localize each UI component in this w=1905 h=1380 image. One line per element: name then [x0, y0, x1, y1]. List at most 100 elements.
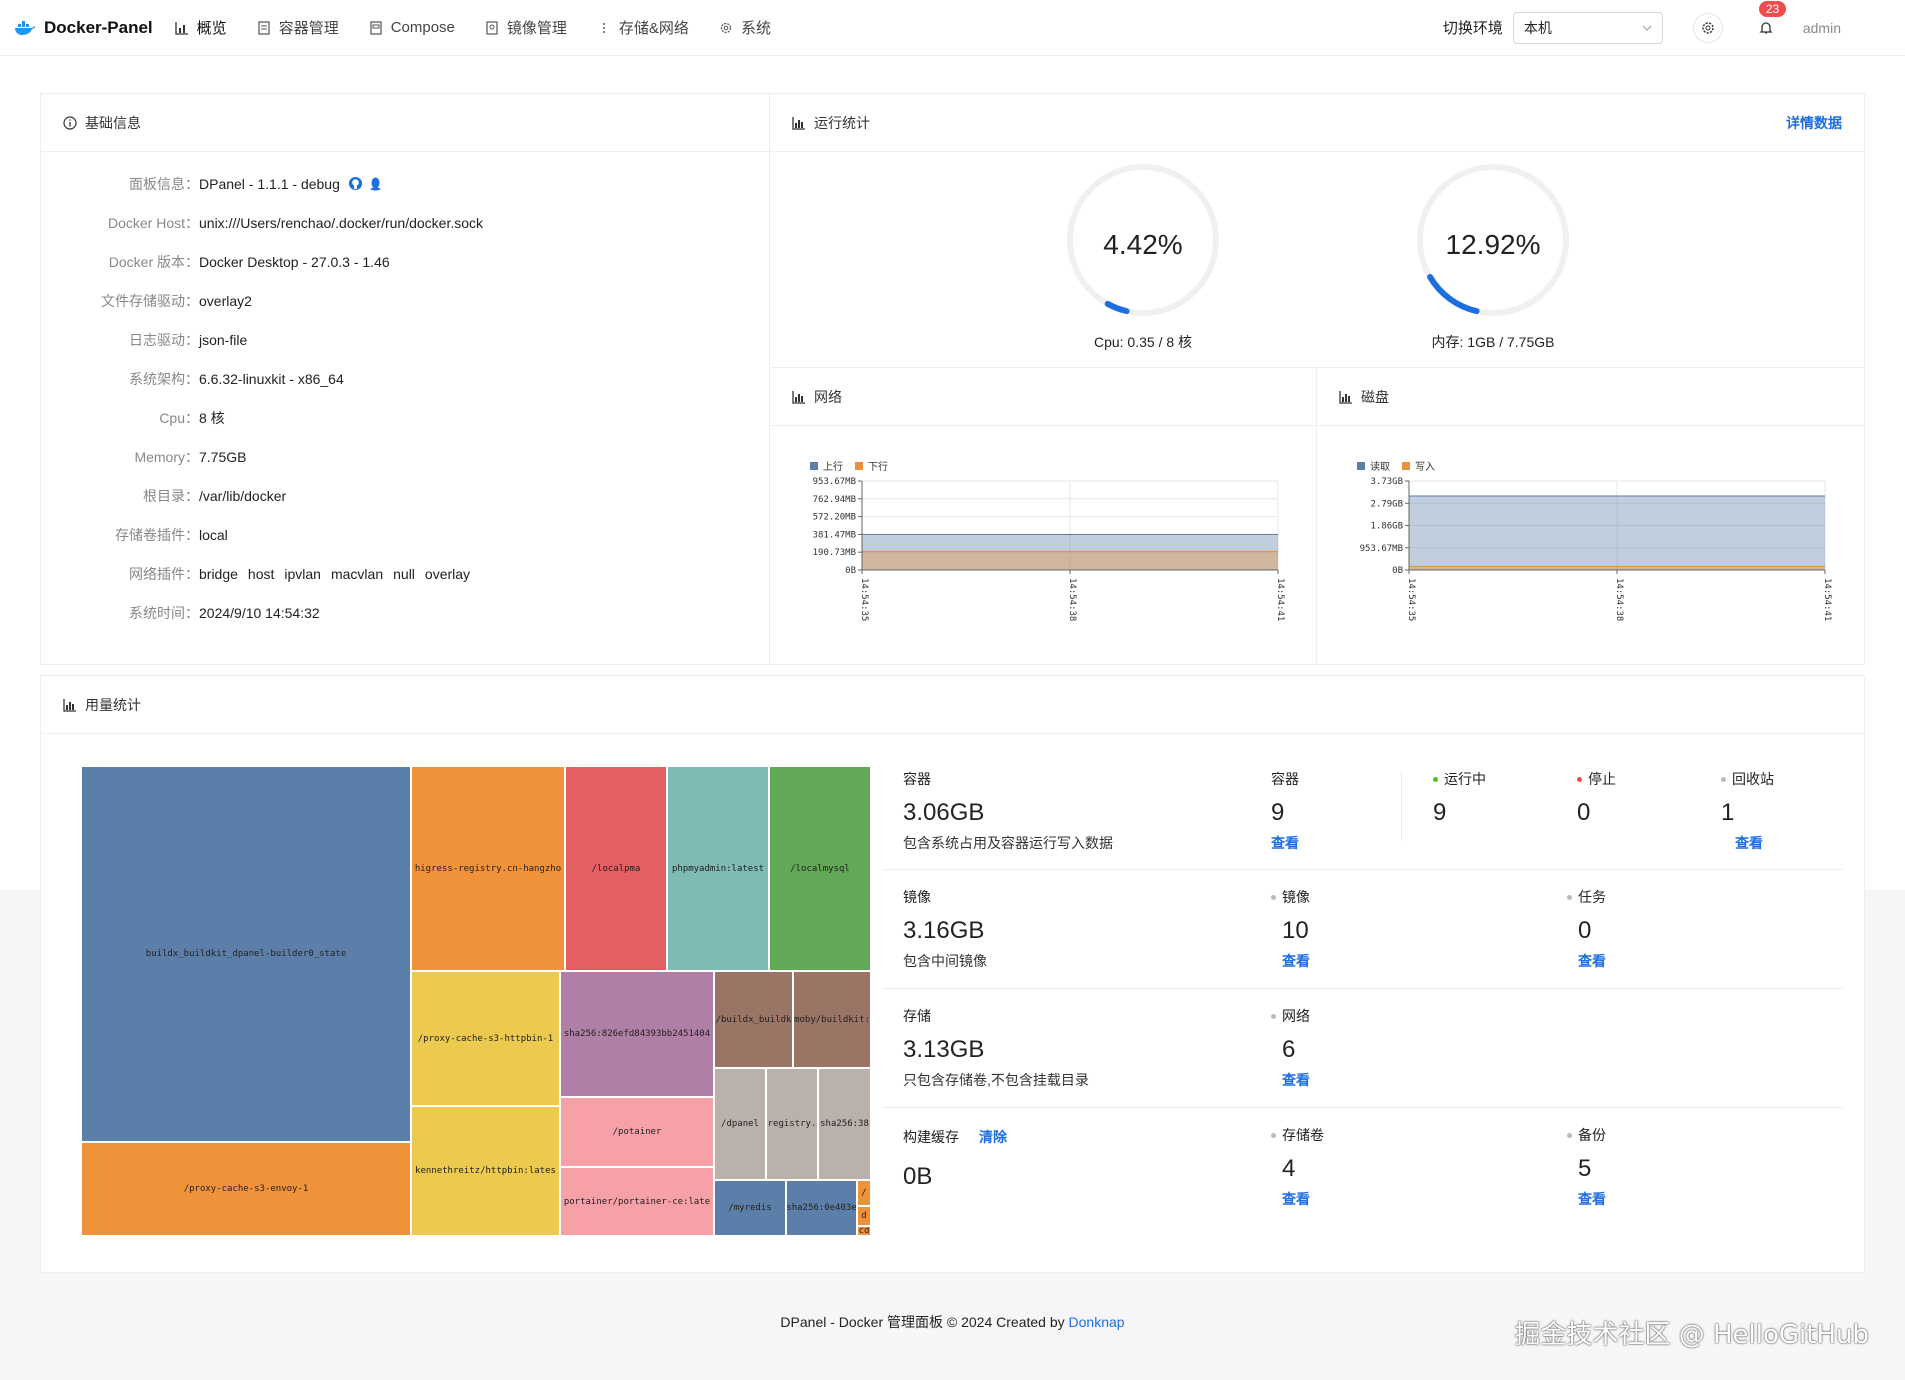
- network-title: 网络: [814, 388, 842, 405]
- stat-size: 3.13GB: [903, 1036, 985, 1063]
- user-name[interactable]: admin: [1802, 19, 1841, 36]
- info-row-memory: Memory： 7.75GB: [41, 437, 769, 476]
- stat-title-text: 存储卷: [1282, 1127, 1324, 1143]
- view-tasks-link[interactable]: 查看: [1578, 953, 1606, 969]
- cpu-gauge-value: 4.42%: [1103, 229, 1183, 260]
- treemap-cell[interactable]: portainer/portainer-ce:late: [560, 1167, 714, 1236]
- nav-system[interactable]: 系统: [719, 17, 771, 38]
- treemap-cell[interactable]: higress-registry.cn-hangzho: [411, 766, 565, 971]
- info-key: 根目录：: [143, 487, 199, 504]
- view-images-link[interactable]: 查看: [1282, 953, 1310, 969]
- info-row-log-driver: 日志驱动： json-file: [41, 320, 769, 359]
- footer: DPanel - Docker 管理面板 © 2024 Created by D…: [0, 1312, 1905, 1332]
- stat-title: 容器: [1271, 771, 1299, 787]
- nav-images[interactable]: 镜像管理: [485, 17, 567, 38]
- network-chart: 953.67MB 762.94MB 572.20MB 381.47MB 190.73MB…: [813, 477, 1285, 621]
- info-key: Memory：: [134, 448, 199, 465]
- treemap-cell[interactable]: phpmyadmin:latest: [667, 766, 769, 971]
- legend-label: 上行: [823, 462, 843, 473]
- clear-build-cache-button[interactable]: 清除: [979, 1129, 1007, 1145]
- stat-title: 容器: [903, 771, 931, 787]
- treemap-cell[interactable]: registry.: [766, 1068, 818, 1180]
- stat-divider: [1401, 771, 1402, 841]
- stat-title: 存储: [903, 1008, 931, 1024]
- chart-icon: [792, 390, 805, 404]
- chart-icon: [1339, 390, 1352, 404]
- legend-swatch-read: [1357, 461, 1365, 470]
- treemap-cell[interactable]: /potainer: [560, 1097, 714, 1167]
- treemap-cell[interactable]: sha256:0e403e: [786, 1180, 857, 1236]
- view-volumes-link[interactable]: 查看: [1282, 1191, 1310, 1207]
- treemap-cell[interactable]: kennethreitz/httpbin:lates: [411, 1106, 560, 1236]
- nav-label: Compose: [390, 19, 455, 36]
- treemap-cell[interactable]: /myredis: [714, 1180, 786, 1236]
- env-select[interactable]: 本机: [1512, 11, 1663, 44]
- treemap-cell[interactable]: sha256:38: [818, 1068, 871, 1180]
- stat-running: 运行中 9: [1433, 769, 1486, 827]
- nav-compose[interactable]: Compose: [369, 17, 455, 38]
- view-recycle-link[interactable]: 查看: [1735, 835, 1763, 851]
- runtime-stats-header: 运行统计 详情数据: [770, 94, 1864, 152]
- github-icon[interactable]: [348, 176, 363, 191]
- bell-icon: [1759, 21, 1773, 33]
- treemap-cell[interactable]: d: [857, 1206, 871, 1226]
- disk-title: 磁盘: [1361, 388, 1389, 405]
- network-plugin-tag: bridge: [199, 565, 238, 582]
- stat-storage-size: 存储 3.13GB 只包含存储卷,不包含挂载目录: [903, 1006, 1089, 1090]
- info-key: 文件存储驱动：: [101, 292, 199, 309]
- info-key: 面板信息：: [129, 175, 199, 192]
- legend-swatch-up: [810, 461, 818, 470]
- settings-button[interactable]: [1692, 12, 1723, 43]
- view-backups-link[interactable]: 查看: [1578, 1191, 1606, 1207]
- gauges-svg: [1067, 164, 1569, 316]
- stat-title: 镜像: [903, 889, 931, 905]
- cpu-gauge-label: Cpu: 0.35 / 8 核: [1093, 334, 1193, 350]
- network-plugin-tag: macvlan: [330, 565, 384, 582]
- view-containers-link[interactable]: 查看: [1271, 835, 1299, 851]
- info-key: 存储卷插件：: [115, 526, 199, 543]
- memory-gauge-arc: [1427, 274, 1480, 315]
- container-icon: [258, 20, 270, 35]
- notification-button[interactable]: 23: [1751, 0, 1787, 43]
- stat-recycle-bin: 回收站 1 查看: [1721, 769, 1774, 853]
- x-tick-label: 14:54:41: [1822, 578, 1832, 621]
- treemap-cell[interactable]: /: [857, 1180, 871, 1206]
- treemap-cell[interactable]: /dpanel: [714, 1068, 766, 1180]
- nav-overview[interactable]: 概览: [175, 17, 227, 38]
- status-dot: [1567, 1132, 1572, 1138]
- treemap-cell[interactable]: sha256:826efd84393bb2451404: [560, 971, 714, 1097]
- nav-containers[interactable]: 容器管理: [257, 17, 339, 38]
- header-right: 切换环境 本机 23 admin: [1443, 0, 1905, 44]
- app-logo[interactable]: Docker-Panel: [14, 18, 153, 38]
- treemap-cell[interactable]: /localmysql: [769, 766, 871, 971]
- nav-storage-network[interactable]: 存储&网络: [597, 17, 689, 38]
- treemap-cell[interactable]: /buildx_buildk: [714, 971, 793, 1068]
- treemap-cell[interactable]: /proxy-cache-s3-envoy-1: [81, 1142, 411, 1236]
- info-value: 6.6.32-linuxkit - x86_64: [199, 370, 344, 387]
- memory-gauge-value: 12.92%: [1445, 229, 1541, 260]
- treemap-cell[interactable]: buildx_buildkit_dpanel-builder0_state: [81, 766, 411, 1142]
- view-networks-link[interactable]: 查看: [1282, 1072, 1310, 1088]
- runtime-stats-title: 运行统计: [814, 114, 870, 131]
- status-dot: [1271, 894, 1276, 900]
- footer-author-link[interactable]: Donknap: [1068, 1314, 1125, 1330]
- legend-label: 读取: [1370, 462, 1390, 473]
- qq-icon[interactable]: [369, 176, 382, 191]
- detail-data-link[interactable]: 详情数据: [1786, 114, 1842, 131]
- top-navbar: Docker-Panel 概览 容器管理 Compose 镜像管理 存储&网络 …: [0, 0, 1905, 56]
- y-tick-label: 762.94MB: [813, 495, 856, 505]
- stat-desc: 包含中间镜像: [903, 953, 987, 969]
- treemap-cell[interactable]: cd: [857, 1226, 871, 1236]
- chart-icon: [63, 698, 76, 712]
- area-series-0: [862, 534, 1278, 570]
- y-tick-label: 381.47MB: [813, 530, 856, 540]
- treemap-cell[interactable]: /proxy-cache-s3-httpbin-1: [411, 971, 560, 1106]
- stat-value: 0: [1577, 799, 1591, 826]
- chevron-down-icon: [1642, 25, 1652, 31]
- treemap-cell[interactable]: /localpma: [565, 766, 667, 971]
- network-plugin-tag: ipvlan: [284, 565, 321, 582]
- y-tick-label: 2.79GB: [1370, 499, 1403, 509]
- treemap-cell[interactable]: moby/buildkit:: [793, 971, 871, 1068]
- network-plugin-tag: null: [393, 565, 415, 582]
- stat-size: 3.16GB: [903, 917, 985, 944]
